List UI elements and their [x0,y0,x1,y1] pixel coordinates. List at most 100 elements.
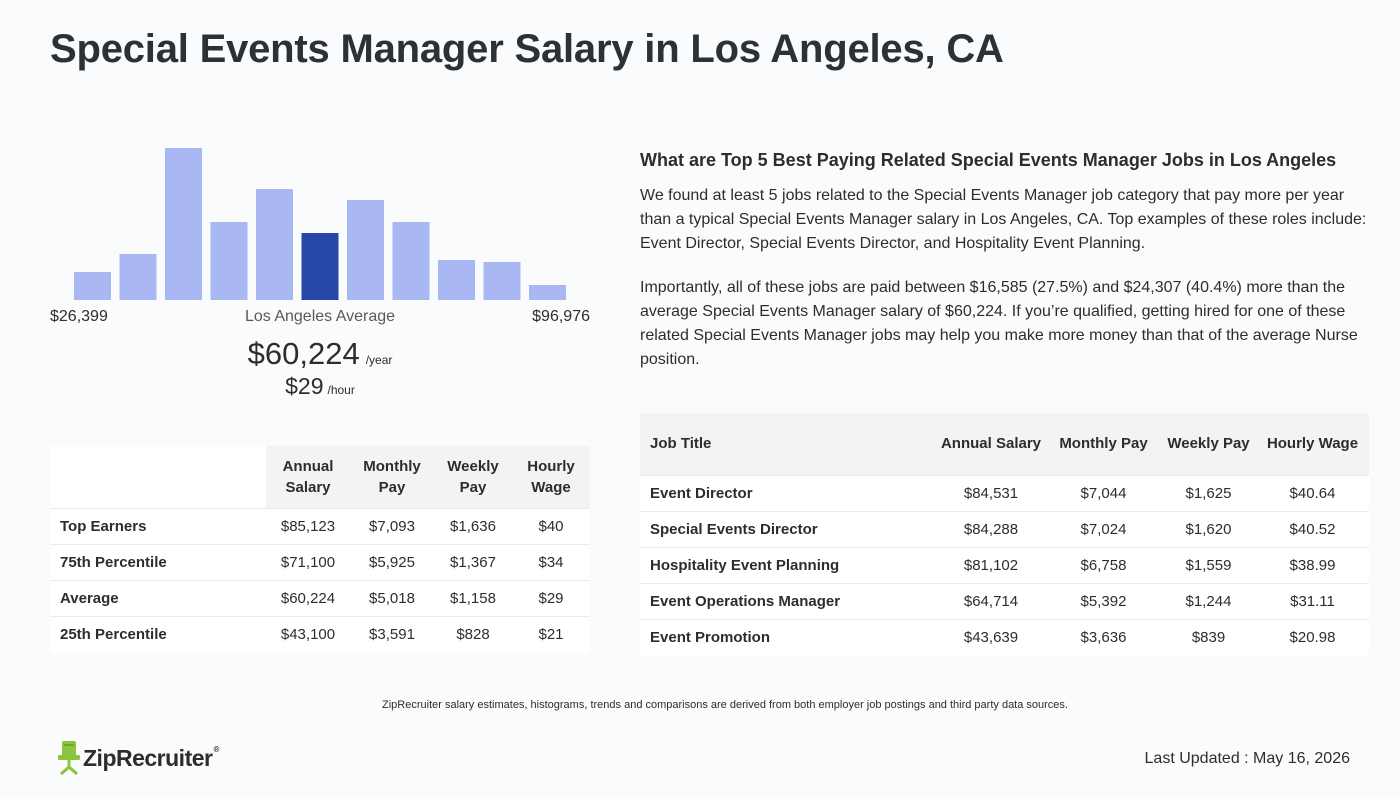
cell-hourly: $38.99 [1256,546,1369,583]
row-label: Top Earners [50,508,266,545]
average-yearly-unit: /year [365,353,393,367]
ziprecruiter-logo[interactable]: ZipRecruiter® [58,740,219,776]
cell-monthly: $7,093 [350,508,434,545]
related-jobs-heading: What are Top 5 Best Paying Related Speci… [640,150,1337,170]
header-monthly-pay: Monthly Pay [1046,413,1161,475]
jobs-table-header: Job Title Annual Salary Monthly Pay Week… [640,413,1369,475]
table-row: Event Director $84,531 $7,044 $1,625 $40… [640,474,1369,511]
histogram-center-label: Los Angeles Average [244,308,396,325]
chair-icon [58,741,80,775]
cell-weekly: $1,158 [434,580,512,617]
average-hourly-unit: /hour [327,383,355,397]
average-hourly: $29/hour [120,373,520,400]
table-row: Hospitality Event Planning $81,102 $6,75… [640,546,1369,583]
cell-hourly: $20.98 [1256,618,1369,655]
histogram-bar [256,189,293,300]
header-annual-salary: Annual Salary [936,413,1046,475]
cell-hourly: $21 [512,616,590,653]
cell-annual: $81,102 [936,546,1046,583]
header-monthly-pay: Monthly Pay [350,446,434,509]
cell-monthly: $3,636 [1046,618,1161,655]
cell-annual: $43,639 [936,618,1046,655]
row-label: 75th Percentile [50,544,266,581]
cell-weekly: $1,625 [1161,474,1256,511]
table-row: Average $60,224 $5,018 $1,158 $29 [50,580,590,617]
histogram-bar [74,272,111,300]
header-blank [50,446,266,509]
histogram-bar [483,262,521,300]
cell-monthly: $7,044 [1046,474,1161,511]
page-title: Special Events Manager Salary in Los Ang… [50,27,1004,71]
cell-monthly: $5,925 [350,544,434,581]
table-row: Special Events Director $84,288 $7,024 $… [640,510,1369,547]
related-jobs-paragraph-2: Importantly, all of these jobs are paid … [640,279,1358,368]
table-row: 75th Percentile $71,100 $5,925 $1,367 $3… [50,544,590,581]
cell-monthly: $5,018 [350,580,434,617]
last-updated: Last Updated : May 16, 2026 [1144,750,1350,767]
cell-weekly: $1,620 [1161,510,1256,547]
average-yearly-value: $60,224 [247,336,360,371]
histogram-bar [119,254,157,300]
histogram-bar [210,222,248,300]
row-label: Average [50,580,266,617]
header-hourly-wage: Hourly Wage [1256,413,1369,475]
cell-annual: $43,100 [266,616,350,653]
cell-hourly: $34 [512,544,590,581]
header-weekly-pay: Weekly Pay [1161,413,1256,475]
table-row: Event Promotion $43,639 $3,636 $839 $20.… [640,618,1369,655]
related-jobs-paragraph-1: We found at least 5 jobs related to the … [640,187,1367,252]
header-job-title: Job Title [640,413,936,475]
logo-wordmark: ZipRecruiter [83,744,213,771]
histogram-chart [74,148,566,300]
header-weekly-pay: Weekly Pay [434,446,512,509]
table-row: Top Earners $85,123 $7,093 $1,636 $40 [50,508,590,545]
histogram-bar [165,148,202,300]
header-hourly-wage: Hourly Wage [512,446,590,509]
cell-annual: $84,531 [936,474,1046,511]
related-jobs-table: Job Title Annual Salary Monthly Pay Week… [640,413,1369,655]
cell-annual: $84,288 [936,510,1046,547]
header-annual-salary: Annual Salary [266,446,350,509]
average-hourly-value: $29 [285,373,324,399]
job-title-cell: Special Events Director [640,510,936,547]
cell-weekly: $1,367 [434,544,512,581]
job-title-cell: Event Director [640,474,936,511]
histogram-bar-average [301,233,339,300]
histogram-min-label: $26,399 [50,308,108,325]
job-title-cell: Event Operations Manager [640,582,936,619]
cell-annual: $60,224 [266,580,350,617]
histogram-bar [392,222,430,300]
histogram-bar [529,285,566,300]
footer-disclaimer: ZipRecruiter salary estimates, histogram… [382,699,1068,711]
logo-text: ZipRecruiter® [83,745,219,772]
cell-weekly: $828 [434,616,512,653]
cell-hourly: $40 [512,508,590,545]
cell-hourly: $40.64 [1256,474,1369,511]
histogram-bar [438,260,475,300]
histogram-bar [347,200,384,300]
cell-weekly: $1,636 [434,508,512,545]
cell-hourly: $29 [512,580,590,617]
cell-annual: $64,714 [936,582,1046,619]
cell-monthly: $7,024 [1046,510,1161,547]
job-title-cell: Event Promotion [640,618,936,655]
cell-weekly: $1,244 [1161,582,1256,619]
histogram-max-label: $96,976 [532,308,590,325]
row-label: 25th Percentile [50,616,266,653]
table-row: 25th Percentile $43,100 $3,591 $828 $21 [50,616,590,653]
cell-weekly: $839 [1161,618,1256,655]
cell-weekly: $1,559 [1161,546,1256,583]
cell-monthly: $6,758 [1046,546,1161,583]
average-yearly: $60,224/year [120,336,520,372]
percentile-table: Annual Salary Monthly Pay Weekly Pay Hou… [50,446,590,653]
job-title-cell: Hospitality Event Planning [640,546,936,583]
cell-annual: $71,100 [266,544,350,581]
logo-registered-mark: ® [213,744,219,754]
table-row: Event Operations Manager $64,714 $5,392 … [640,582,1369,619]
cell-hourly: $31.11 [1256,582,1369,619]
cell-monthly: $3,591 [350,616,434,653]
salary-histogram [50,140,590,300]
cell-annual: $85,123 [266,508,350,545]
cell-hourly: $40.52 [1256,510,1369,547]
